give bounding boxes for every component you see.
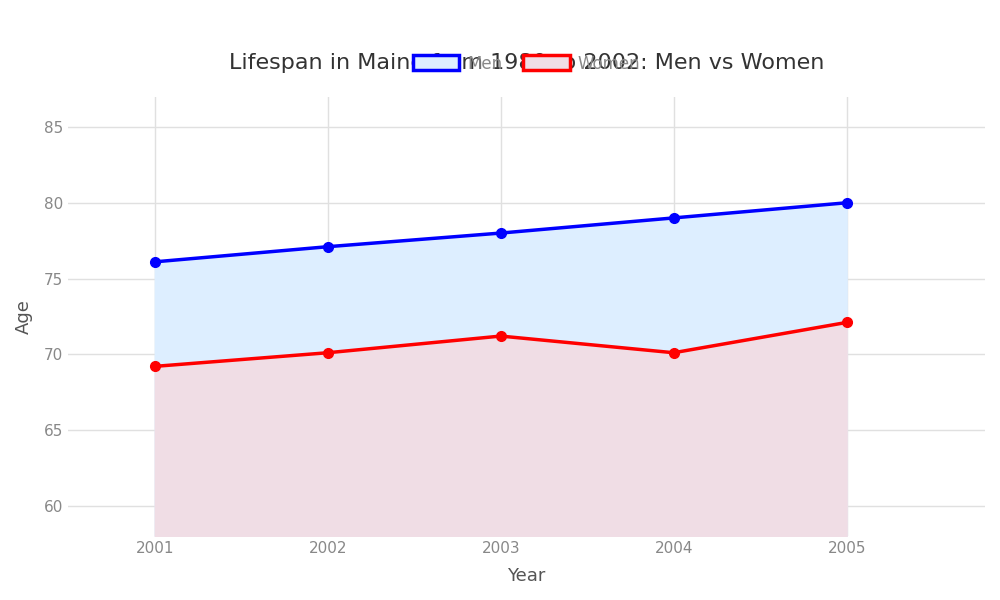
Title: Lifespan in Maine from 1980 to 2002: Men vs Women: Lifespan in Maine from 1980 to 2002: Men…	[229, 53, 824, 73]
Y-axis label: Age: Age	[15, 299, 33, 334]
X-axis label: Year: Year	[507, 567, 546, 585]
Legend: Men, Women: Men, Women	[406, 48, 647, 79]
